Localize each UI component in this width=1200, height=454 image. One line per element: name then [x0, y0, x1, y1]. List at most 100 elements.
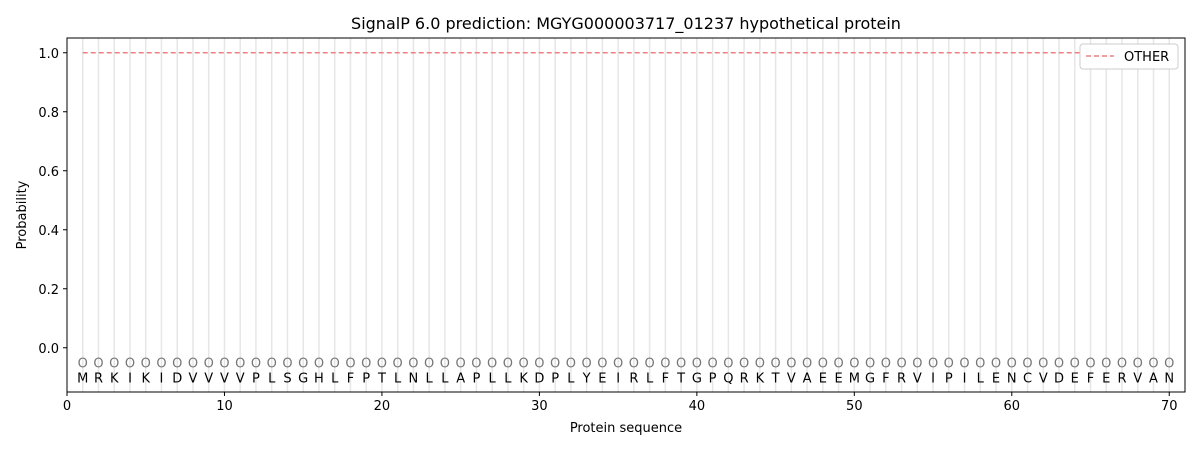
residue-label: H [314, 371, 324, 386]
region-label: O [1101, 357, 1111, 372]
region-label: O [109, 357, 119, 372]
residue-label: F [882, 371, 889, 386]
residue-label: E [819, 371, 827, 386]
residue-label: N [409, 371, 419, 386]
residue-label: I [931, 371, 935, 386]
region-label: O [1148, 357, 1158, 372]
region-label: O [975, 357, 985, 372]
y-tick-label: 0.2 [38, 283, 59, 298]
residue-label: N [1164, 371, 1174, 386]
residue-label: L [977, 371, 985, 386]
region-label: O [314, 357, 324, 372]
residue-label: R [629, 371, 638, 386]
region-label: O [676, 357, 686, 372]
region-label: O [330, 357, 340, 372]
residue-label: I [616, 371, 620, 386]
region-label: O [534, 357, 544, 372]
residue-label: E [1071, 371, 1079, 386]
x-tick-label: 40 [689, 399, 706, 414]
region-label: O [944, 357, 954, 372]
residue-label: P [252, 371, 260, 386]
region-label: O [503, 357, 513, 372]
region-label: O [597, 357, 607, 372]
x-tick-label: 70 [1161, 399, 1178, 414]
region-label: O [1117, 357, 1127, 372]
chart-title: SignalP 6.0 prediction: MGYG000003717_01… [351, 14, 901, 34]
region-label: O [959, 357, 969, 372]
region-label: O [172, 357, 182, 372]
residue-label: L [268, 371, 276, 386]
residue-label: P [472, 371, 480, 386]
residue-label: S [283, 371, 291, 386]
residue-label: L [567, 371, 575, 386]
region-label: O [818, 357, 828, 372]
region-label: O [282, 357, 292, 372]
y-tick-label: 0.0 [38, 342, 59, 357]
residue-label: R [1117, 371, 1126, 386]
region-label: O [519, 357, 529, 372]
residue-label: K [756, 371, 765, 386]
y-tick-label: 1.0 [38, 47, 59, 62]
region-label: O [833, 357, 843, 372]
residue-label: T [676, 371, 685, 386]
residue-label: K [141, 371, 150, 386]
region-label: O [1164, 357, 1174, 372]
residue-label: F [347, 371, 354, 386]
residue-label: N [1007, 371, 1017, 386]
residue-label: E [598, 371, 606, 386]
region-label: O [770, 357, 780, 372]
region-label: O [487, 357, 497, 372]
x-tick-label: 10 [216, 399, 233, 414]
y-tick-label: 0.6 [38, 165, 59, 180]
region-label: O [629, 357, 639, 372]
x-tick-label: 60 [1004, 399, 1021, 414]
residue-label: I [128, 371, 132, 386]
region-label: O [1070, 357, 1080, 372]
region-label: O [393, 357, 403, 372]
y-tick-label: 0.8 [38, 106, 59, 121]
residue-label: L [394, 371, 402, 386]
residue-label: L [646, 371, 654, 386]
residue-label: P [709, 371, 717, 386]
residue-label: V [236, 371, 245, 386]
region-label: O [692, 357, 702, 372]
residue-label: V [1039, 371, 1048, 386]
residue-label: V [220, 371, 229, 386]
region-label: O [377, 357, 387, 372]
region-label: O [1133, 357, 1143, 372]
residue-label: G [865, 371, 875, 386]
region-label: O [1085, 357, 1095, 372]
region-label: O [928, 357, 938, 372]
residue-label: R [94, 371, 103, 386]
residue-label: P [362, 371, 370, 386]
region-label: O [566, 357, 576, 372]
y-axis-label: Probability [15, 180, 30, 249]
region-label: O [613, 357, 623, 372]
residue-label: D [1054, 371, 1064, 386]
legend-label-other: OTHER [1124, 50, 1169, 65]
residue-label: P [551, 371, 559, 386]
region-label: O [235, 357, 245, 372]
x-axis-label: Protein sequence [570, 421, 682, 436]
residue-label: P [945, 371, 953, 386]
region-label: O [204, 357, 214, 372]
residue-label: V [913, 371, 922, 386]
residue-label: E [834, 371, 842, 386]
x-tick-label: 50 [846, 399, 863, 414]
region-label: O [582, 357, 592, 372]
residue-label: A [456, 371, 465, 386]
residue-label: R [897, 371, 906, 386]
x-tick-label: 30 [531, 399, 548, 414]
region-label: O [1054, 357, 1064, 372]
residue-label: F [1087, 371, 1094, 386]
region-label: O [1038, 357, 1048, 372]
region-label: O [219, 357, 229, 372]
region-label: O [456, 357, 466, 372]
region-label: O [345, 357, 355, 372]
region-label: O [93, 357, 103, 372]
region-label: O [298, 357, 308, 372]
residue-label: D [172, 371, 182, 386]
region-label: O [471, 357, 481, 372]
region-label: O [550, 357, 560, 372]
residue-label: M [849, 371, 860, 386]
